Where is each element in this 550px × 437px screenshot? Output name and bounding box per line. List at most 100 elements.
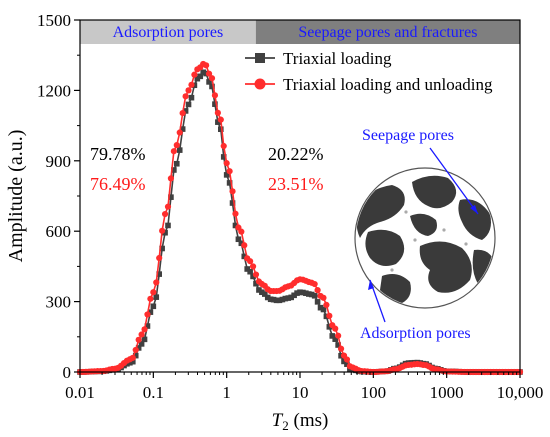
data-point xyxy=(144,323,151,329)
data-point xyxy=(135,336,142,343)
data-point xyxy=(144,311,151,318)
data-point xyxy=(156,254,163,262)
data-point xyxy=(129,354,136,361)
data-point xyxy=(238,240,245,247)
data-point xyxy=(343,356,351,363)
data-point xyxy=(291,292,297,299)
data-point xyxy=(300,289,306,296)
data-point xyxy=(141,326,148,333)
data-point xyxy=(132,346,139,354)
data-point xyxy=(135,345,142,351)
data-point xyxy=(165,222,171,229)
legend-marker xyxy=(254,78,266,90)
data-point xyxy=(288,294,294,301)
pore-structure-inset: Seepage pores Adsorption pores xyxy=(354,127,496,342)
data-point xyxy=(182,108,189,114)
data-point xyxy=(150,289,157,296)
data-point xyxy=(153,294,160,300)
adsorption-percent-black: 79.78% xyxy=(90,144,146,164)
data-point xyxy=(232,222,239,229)
data-point xyxy=(176,129,183,136)
data-point xyxy=(294,290,300,296)
data-point xyxy=(247,258,254,265)
y-tick-label: 1200 xyxy=(37,81,71,100)
data-point xyxy=(229,188,236,195)
y-axis: 0 300 600 900 1200 1500 xyxy=(37,11,80,382)
data-point xyxy=(171,167,177,173)
data-point xyxy=(179,126,186,132)
data-point xyxy=(150,303,157,310)
y-tick-label: 900 xyxy=(46,152,72,171)
x-tick-label: 100 xyxy=(361,383,387,402)
data-point xyxy=(335,332,342,339)
inset-arrowhead-seepage xyxy=(470,205,478,214)
data-point xyxy=(138,341,145,347)
x-axis-label-symbol: T xyxy=(272,410,284,431)
data-point xyxy=(256,287,262,293)
data-point xyxy=(156,271,162,277)
x-axis: 0.01 0.1 1 10 100 1000 10,000 xyxy=(65,372,543,402)
seepage-percent-red: 23.51% xyxy=(268,174,324,194)
data-point xyxy=(173,142,180,149)
data-point xyxy=(185,87,192,94)
data-point xyxy=(226,168,233,175)
region-label: Adsorption pores xyxy=(113,24,224,41)
data-point xyxy=(262,291,268,297)
data-point xyxy=(214,109,221,116)
data-point xyxy=(197,73,204,80)
inset-grain xyxy=(410,213,437,236)
data-point xyxy=(161,210,169,218)
inset-grain xyxy=(458,199,491,240)
data-point xyxy=(249,263,257,270)
data-point xyxy=(317,304,324,311)
inset-pore-dots xyxy=(413,238,417,242)
data-point xyxy=(215,119,221,125)
data-point xyxy=(130,358,136,365)
data-point xyxy=(218,126,224,133)
data-point xyxy=(132,352,139,359)
data-point xyxy=(203,62,210,69)
data-point xyxy=(259,289,265,296)
data-point xyxy=(188,81,195,88)
data-point xyxy=(217,116,224,123)
data-point xyxy=(320,306,327,313)
x-tick-label: 0.01 xyxy=(65,383,95,402)
data-point xyxy=(250,273,256,280)
seepage-percent-black: 20.22% xyxy=(268,144,324,164)
data-point xyxy=(264,294,271,301)
inset-grain xyxy=(365,229,405,266)
data-point xyxy=(167,175,175,182)
data-point xyxy=(332,325,339,332)
data-point xyxy=(153,279,160,286)
data-point xyxy=(252,271,260,278)
data-point xyxy=(200,69,206,76)
data-point xyxy=(223,172,230,178)
y-tick-label: 300 xyxy=(46,293,72,312)
inset-arrow-seepage xyxy=(429,147,479,215)
x-axis-label-subscript: 2 xyxy=(282,418,289,433)
x-tick-label: 10 xyxy=(292,383,309,402)
x-tick-label: 0.1 xyxy=(143,383,164,402)
data-point xyxy=(332,336,338,342)
inset-pore-dots xyxy=(390,268,394,272)
data-point xyxy=(308,291,315,298)
region-band xyxy=(255,20,520,44)
data-point xyxy=(337,345,345,352)
data-point xyxy=(170,148,177,155)
y-tick-label: 0 xyxy=(63,363,72,382)
data-point xyxy=(208,75,216,82)
data-point xyxy=(159,245,165,252)
data-point xyxy=(244,266,250,272)
x-tick-label: 1 xyxy=(222,383,231,402)
data-point xyxy=(174,160,180,167)
legend-label: Triaxial loading xyxy=(283,49,392,68)
data-point xyxy=(235,236,242,243)
x-axis-label-unit: (ms) xyxy=(289,410,329,431)
data-point xyxy=(341,358,347,365)
legend-label: Triaxial loading and unloading xyxy=(283,75,493,94)
data-point xyxy=(270,296,277,303)
data-point xyxy=(311,280,318,288)
x-tick-label: 1000 xyxy=(430,383,464,402)
data-point xyxy=(241,242,248,249)
inset-label-adsorption: Adsorption pores xyxy=(360,325,471,342)
